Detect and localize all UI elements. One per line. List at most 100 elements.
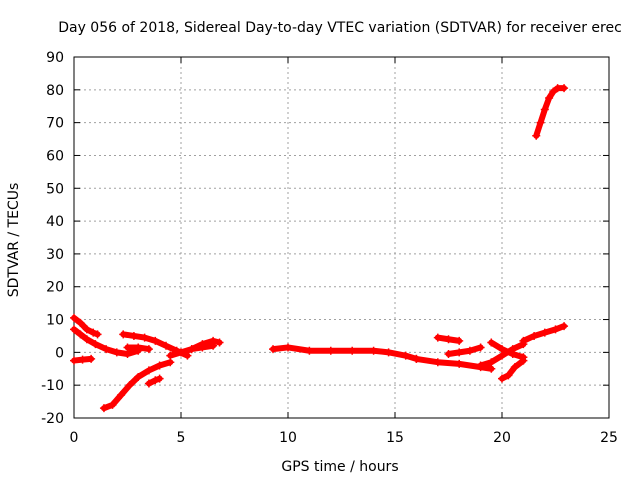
data-point: [155, 374, 164, 383]
series-arc12: [433, 333, 464, 345]
series-arc16: [487, 338, 528, 362]
series-arc10: [269, 343, 421, 363]
data-point: [125, 381, 134, 390]
data-point: [551, 325, 560, 334]
data-point: [151, 376, 160, 385]
series-band: [100, 359, 174, 412]
data-point: [99, 404, 108, 413]
data-point: [412, 354, 421, 363]
data-point: [540, 328, 549, 337]
data-point: [455, 336, 464, 345]
y-tick-label: 30: [46, 247, 64, 263]
data-point: [140, 333, 149, 342]
y-tick-label: 80: [46, 83, 64, 99]
data-point: [119, 330, 128, 339]
data-point: [508, 350, 517, 359]
series-arc3: [70, 354, 96, 365]
series-arc1: [70, 313, 102, 339]
chart-title: Day 056 of 2018, Sidereal Day-to-day VTE…: [58, 20, 622, 36]
data-point: [134, 372, 143, 381]
data-point: [560, 322, 569, 331]
data-point: [162, 341, 171, 350]
data-point: [560, 84, 569, 93]
data-point: [498, 345, 506, 354]
x-tick-label: 15: [386, 430, 404, 446]
data-point: [144, 366, 153, 375]
data-point: [545, 94, 554, 103]
data-point: [134, 343, 143, 352]
y-tick-label: 0: [55, 345, 64, 361]
series-arc7: [123, 343, 153, 354]
data-points: [70, 84, 569, 413]
x-tick-label: 5: [177, 430, 186, 446]
data-point: [549, 87, 558, 96]
y-tick-label: 60: [46, 148, 64, 164]
data-point: [487, 338, 496, 347]
data-point: [70, 313, 78, 322]
series-band: [533, 85, 568, 139]
data-point: [198, 343, 207, 352]
data-point: [70, 356, 78, 365]
data-point: [269, 345, 278, 354]
series-band: [488, 339, 527, 361]
series-arc9: [187, 341, 218, 354]
data-point: [144, 379, 153, 388]
data-point: [433, 333, 442, 342]
y-tick-label: -20: [41, 411, 64, 427]
data-point: [144, 345, 153, 354]
x-tick-label: 10: [279, 430, 297, 446]
data-point: [102, 345, 111, 354]
data-point: [465, 346, 474, 355]
grid: [73, 56, 610, 419]
data-point: [129, 331, 138, 340]
data-point: [155, 361, 164, 370]
data-point: [82, 325, 91, 334]
data-point: [177, 348, 185, 357]
data-point: [151, 336, 160, 345]
x-tick-label: 25: [600, 430, 618, 446]
data-point: [76, 330, 85, 339]
data-point: [433, 358, 442, 367]
data-point: [348, 346, 357, 355]
y-tick-label: 70: [46, 116, 64, 132]
data-point: [76, 318, 85, 327]
data-point: [536, 118, 545, 127]
y-tick-label: 10: [46, 313, 64, 329]
y-tick-label: -10: [41, 378, 64, 394]
data-point: [532, 131, 541, 140]
data-point: [93, 330, 102, 339]
series-arc4: [99, 358, 175, 413]
data-point: [530, 331, 539, 340]
data-point: [305, 346, 314, 355]
data-point: [476, 343, 485, 352]
data-point: [369, 346, 378, 355]
data-point: [401, 351, 410, 360]
data-point: [519, 336, 528, 345]
data-point: [455, 348, 464, 357]
data-point: [78, 355, 87, 364]
x-tick-label: 20: [493, 430, 511, 446]
data-point: [384, 348, 393, 357]
series-band: [520, 323, 568, 344]
series-arc18: [532, 84, 569, 140]
data-point: [455, 359, 464, 368]
series-arc17: [519, 322, 569, 345]
data-point: [89, 328, 98, 337]
data-point: [487, 358, 496, 367]
series-arc5: [144, 374, 164, 388]
series-band: [445, 344, 484, 358]
data-point: [215, 338, 224, 347]
data-point: [510, 363, 519, 372]
data-point: [108, 400, 117, 409]
data-point: [87, 354, 96, 363]
axis-ticks: 0 5 10 15 20 25 -20 -10 0 10 20 30 40 50 60 70 80 90: [41, 50, 618, 446]
data-point: [326, 346, 335, 355]
series-arc2: [70, 325, 143, 359]
y-tick-label: 20: [46, 280, 64, 296]
data-point: [498, 374, 506, 383]
plot-frame: [73, 56, 610, 419]
data-point: [540, 105, 549, 114]
y-axis-label: SDTVAR / TECUs: [6, 183, 22, 298]
series-arc13: [444, 343, 485, 359]
